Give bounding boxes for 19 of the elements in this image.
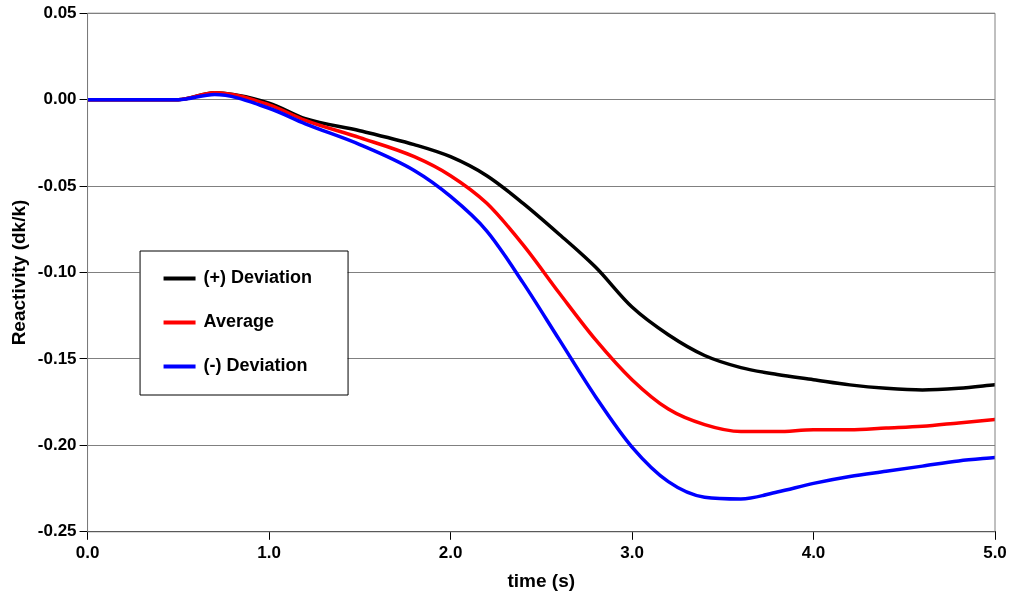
y-tick-label: -0.05 [37,175,77,195]
x-tick-label: 4.0 [801,542,826,562]
y-tick-label: 0.05 [43,2,77,22]
y-tick-label: -0.15 [37,348,77,368]
legend-label: (-) Deviation [203,355,308,376]
y-axis-title: Reactivity (dk/k) [7,199,29,346]
y-tick-label: -0.20 [37,435,77,455]
legend-label: (+) Deviation [203,267,313,288]
x-tick-label: 3.0 [620,542,644,562]
x-tick-label: 0.0 [75,542,100,562]
legend-label: Average [203,311,274,332]
y-tick-label: -0.10 [37,262,77,282]
x-tick-label: 1.0 [257,542,281,562]
line-series [87,92,995,501]
y-tick-label: 0.00 [43,89,77,109]
y-tick-label: -0.25 [37,521,77,541]
x-tick-label: 2.0 [438,542,463,562]
x-tick-label: 5.0 [983,542,1007,562]
x-axis-title: time (s) [507,569,576,591]
